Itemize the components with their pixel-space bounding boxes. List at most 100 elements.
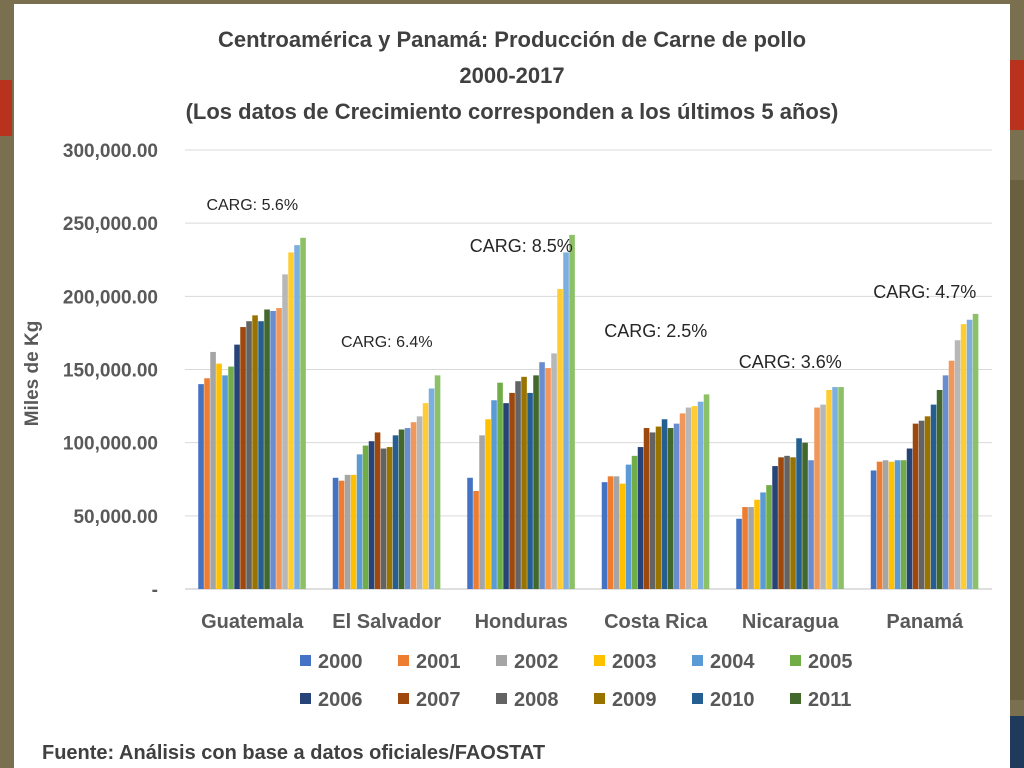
carg-annotation: CARG: 4.7% bbox=[873, 282, 976, 302]
bar bbox=[344, 474, 351, 589]
bar bbox=[240, 327, 246, 589]
bar bbox=[294, 245, 300, 589]
bar bbox=[264, 309, 270, 589]
bar bbox=[703, 394, 710, 589]
bar bbox=[380, 448, 387, 589]
bar bbox=[428, 388, 435, 589]
bar bbox=[350, 474, 357, 589]
bar bbox=[228, 366, 234, 589]
chart-panel bbox=[14, 4, 1010, 768]
legend-swatch bbox=[790, 693, 801, 704]
bar bbox=[772, 466, 778, 589]
bar bbox=[404, 428, 411, 589]
bar bbox=[625, 464, 632, 589]
x-tick-label: El Salvador bbox=[332, 611, 441, 633]
source-note: Fuente: Análisis con base a datos oficia… bbox=[42, 742, 546, 764]
bar bbox=[252, 315, 258, 589]
legend-swatch bbox=[790, 655, 801, 666]
bar bbox=[972, 313, 979, 589]
legend-swatch bbox=[300, 693, 311, 704]
bar bbox=[368, 441, 375, 589]
bar bbox=[392, 435, 399, 589]
legend-swatch bbox=[496, 693, 507, 704]
bar bbox=[434, 375, 441, 589]
bar bbox=[942, 375, 949, 589]
bar bbox=[930, 404, 937, 589]
carg-annotation: CARG: 2.5% bbox=[604, 321, 707, 341]
legend-swatch bbox=[594, 693, 605, 704]
left-accent-bar bbox=[0, 80, 12, 136]
bar bbox=[820, 404, 826, 589]
bar bbox=[557, 289, 563, 589]
bar bbox=[198, 384, 204, 589]
bar bbox=[826, 389, 832, 589]
bar bbox=[276, 308, 282, 589]
bar bbox=[736, 518, 742, 589]
right-bottom-bar bbox=[1010, 716, 1024, 768]
right-accent-bar bbox=[1010, 60, 1024, 130]
bar bbox=[742, 507, 748, 589]
y-tick-label: 200,000.00 bbox=[63, 287, 158, 308]
bar bbox=[527, 392, 533, 589]
bar bbox=[234, 344, 240, 589]
carg-annotation: CARG: 8.5% bbox=[470, 236, 573, 256]
bar bbox=[258, 321, 264, 589]
legend-label: 2002 bbox=[514, 651, 559, 673]
bar bbox=[808, 460, 814, 589]
bar bbox=[270, 310, 276, 589]
bar bbox=[338, 480, 345, 589]
legend-label: 2001 bbox=[416, 651, 461, 673]
carg-annotation: CARG: 3.6% bbox=[739, 352, 842, 372]
bar bbox=[521, 376, 527, 589]
chart-title: Centroamérica y Panamá: Producción de Ca… bbox=[217, 27, 807, 52]
x-tick-label: Honduras bbox=[475, 611, 568, 633]
bar bbox=[754, 499, 760, 589]
carg-annotation: CARG: 5.6% bbox=[206, 197, 298, 214]
bar bbox=[760, 492, 766, 589]
y-tick-label: 100,000.00 bbox=[63, 434, 158, 455]
bar bbox=[497, 382, 503, 589]
x-tick-label: Panamá bbox=[886, 611, 964, 633]
bar bbox=[691, 406, 698, 589]
bar bbox=[882, 460, 889, 589]
bar bbox=[748, 507, 754, 589]
legend-label: 2008 bbox=[514, 689, 559, 711]
chart-subtitle: 2000-2017 bbox=[459, 63, 565, 88]
bar bbox=[485, 419, 491, 589]
bar bbox=[697, 401, 704, 589]
bar bbox=[210, 351, 216, 589]
bar bbox=[246, 321, 252, 589]
legend-swatch bbox=[692, 693, 703, 704]
bar bbox=[667, 428, 674, 589]
bar bbox=[888, 461, 895, 589]
bar bbox=[912, 423, 919, 589]
bar bbox=[473, 490, 479, 589]
bar bbox=[784, 455, 790, 589]
bar bbox=[479, 435, 485, 589]
bar bbox=[362, 445, 369, 589]
legend-label: 2006 bbox=[318, 689, 363, 711]
legend-label: 2004 bbox=[710, 651, 755, 673]
bar bbox=[551, 353, 557, 589]
legend-label: 2003 bbox=[612, 651, 657, 673]
bar bbox=[673, 423, 680, 589]
bar bbox=[906, 448, 913, 589]
bar bbox=[374, 432, 381, 589]
right-side-bar bbox=[1010, 180, 1024, 700]
legend-swatch bbox=[398, 655, 409, 666]
bar bbox=[204, 378, 210, 589]
y-tick-label: 50,000.00 bbox=[73, 507, 158, 528]
legend-swatch bbox=[594, 655, 605, 666]
bar bbox=[569, 234, 575, 589]
y-tick-label: 150,000.00 bbox=[63, 361, 158, 382]
legend-label: 2009 bbox=[612, 689, 657, 711]
bar bbox=[613, 476, 620, 589]
bar bbox=[894, 460, 901, 589]
bar bbox=[655, 426, 662, 589]
bar bbox=[422, 403, 429, 589]
legend-swatch bbox=[300, 655, 311, 666]
bar bbox=[416, 416, 423, 589]
bar bbox=[790, 457, 796, 589]
bar bbox=[607, 476, 614, 589]
x-tick-label: Costa Rica bbox=[604, 611, 708, 633]
